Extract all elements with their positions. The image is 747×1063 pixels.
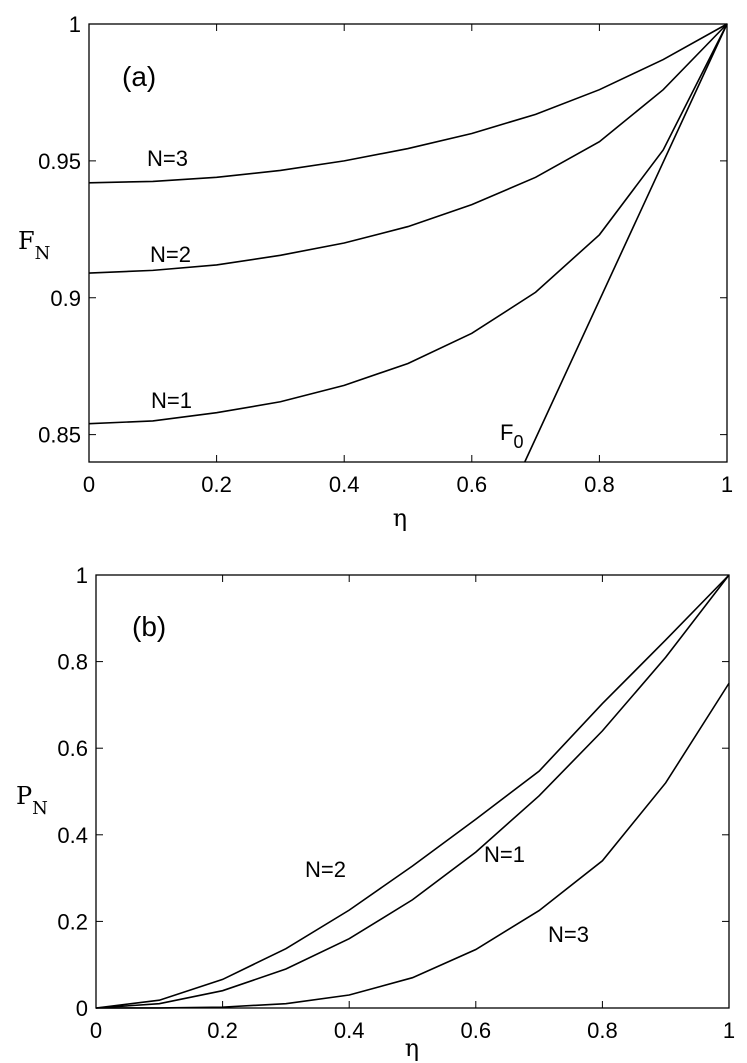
series-line-a-n3: [88, 23, 728, 184]
y-tick-label-b-0: 0: [76, 996, 88, 1021]
panel-a-label: (a): [122, 61, 156, 92]
x-tick-label-b-5: 1: [723, 1018, 735, 1043]
series-line-b-n2: [95, 574, 730, 1009]
panel-b-frame: [95, 574, 730, 1009]
x-tick-label-a-1: 0.2: [201, 472, 232, 497]
panel-a-ylabel: FN: [18, 227, 50, 264]
label-n3-a: N=3: [147, 146, 188, 171]
y-tick-label-b-1: 0.2: [57, 909, 88, 934]
panel-b-label: (b): [132, 611, 166, 642]
y-tick-label-a-2: 0.95: [38, 149, 81, 174]
y-tick-label-a-0: 0.85: [38, 423, 81, 448]
y-tick-label-b-5: 1: [76, 563, 88, 588]
panel-a-xlabel: η: [393, 504, 407, 532]
label-f0-a: F0: [500, 420, 523, 452]
panel-b-chart: (b) PN η 0 0.2 0.4 0.6 0.8 1 0 0.2 0.4 0.6 0.8 1 N=…: [16, 563, 735, 1062]
series-line-a-n2: [88, 23, 728, 274]
series-line-b-n1: [95, 574, 730, 1009]
x-tick-label-b-2: 0.4: [334, 1018, 365, 1043]
y-tick-label-a-1: 0.9: [50, 286, 81, 311]
label-n1-a: N=1: [151, 388, 192, 413]
x-tick-label-b-1: 0.2: [207, 1018, 238, 1043]
x-tick-label-b-0: 0: [90, 1018, 102, 1043]
x-tick-label-a-3: 0.6: [457, 472, 488, 497]
series-line-a-f0: [524, 23, 728, 463]
x-tick-label-b-3: 0.6: [461, 1018, 492, 1043]
y-tick-label-b-4: 0.8: [57, 650, 88, 675]
x-tick-label-a-4: 0.8: [584, 472, 615, 497]
label-n1-b: N=1: [484, 842, 525, 867]
label-n2-a: N=2: [150, 242, 191, 267]
label-n2-b: N=2: [305, 857, 346, 882]
label-n3-b: N=3: [548, 922, 589, 947]
y-tick-label-a-3: 1: [69, 12, 81, 37]
panel-b-ylabel: PN: [16, 782, 48, 819]
x-tick-label-a-5: 1: [721, 472, 733, 497]
x-tick-label-a-2: 0.4: [329, 472, 360, 497]
y-tick-label-b-3: 0.6: [57, 736, 88, 761]
panel-a-frame: [88, 23, 728, 463]
x-tick-label-b-4: 0.8: [587, 1018, 618, 1043]
panel-b-xlabel: η: [405, 1034, 419, 1062]
series-line-a-n1: [88, 23, 728, 425]
y-tick-label-b-2: 0.4: [57, 823, 88, 848]
x-tick-label-a-0: 0: [83, 472, 95, 497]
panel-a-chart: (a) FN η 0 0.2 0.4 0.6 0.8 10.850.90.951 N=3 …: [18, 12, 733, 532]
series-line-b-n3: [95, 682, 730, 1009]
